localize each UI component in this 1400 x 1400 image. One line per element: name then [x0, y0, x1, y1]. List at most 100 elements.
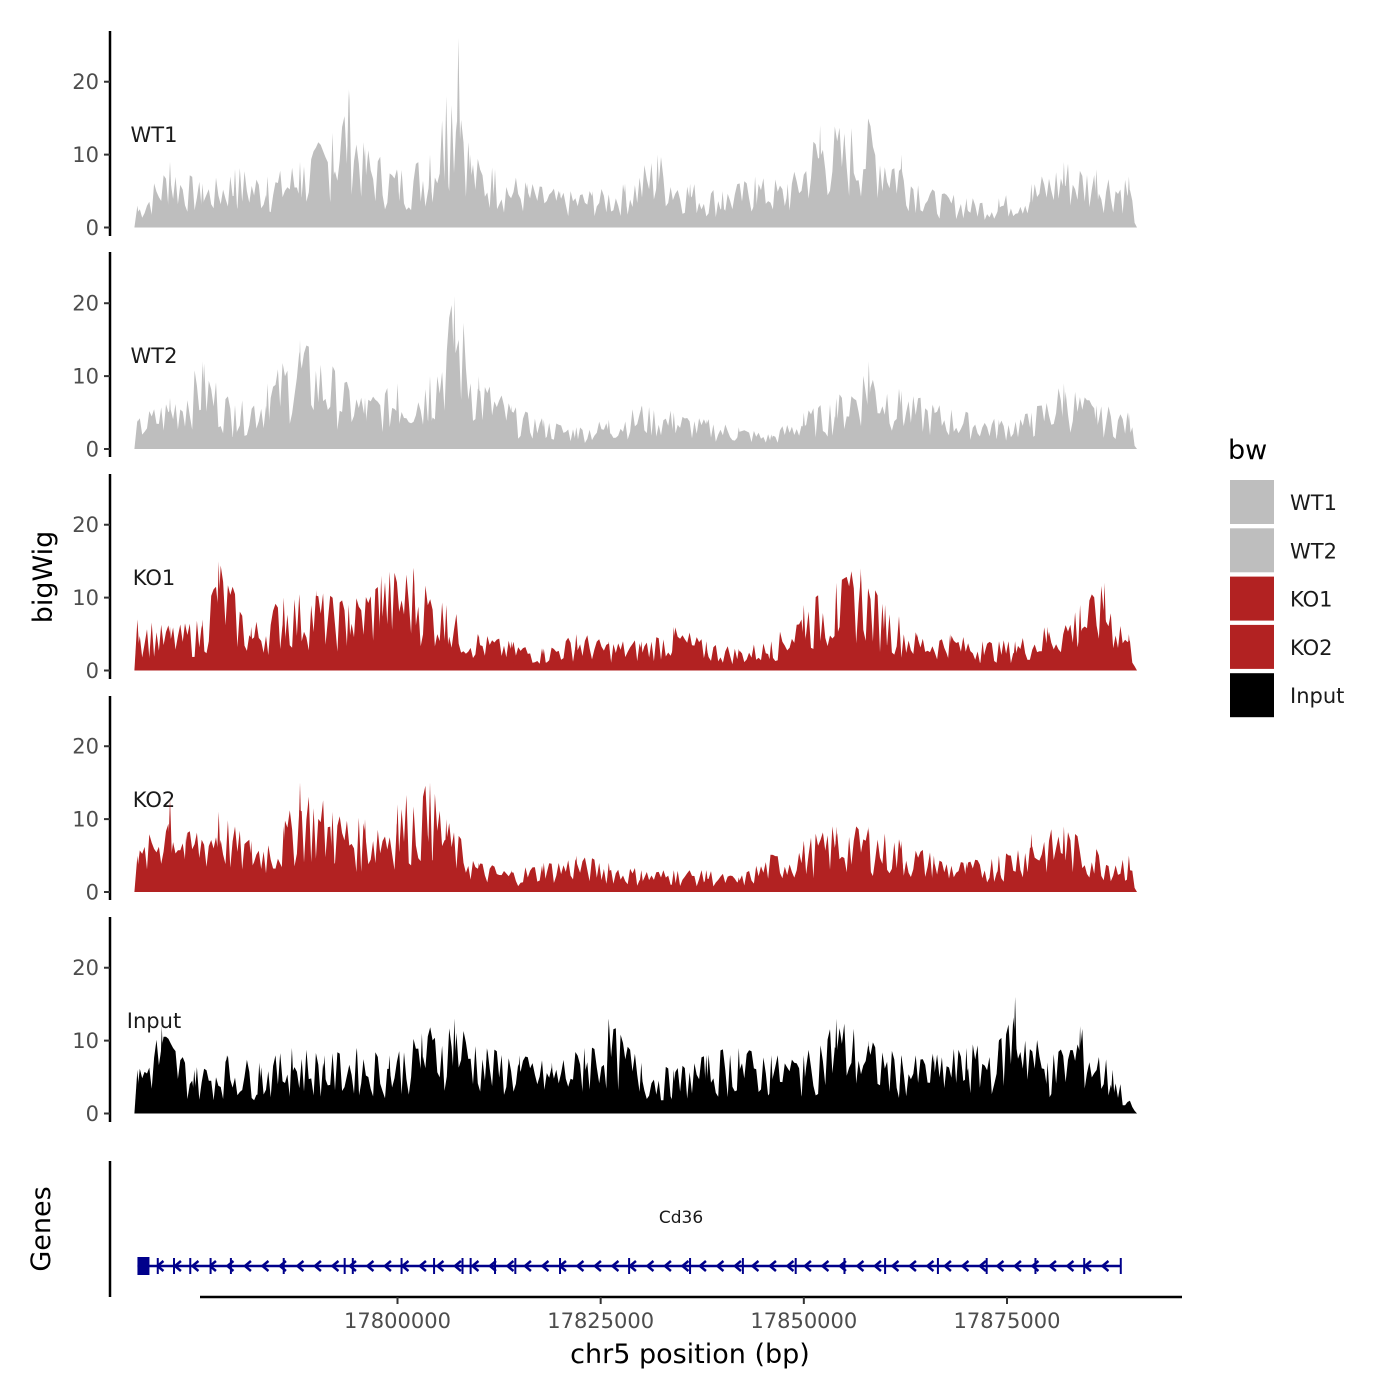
coverage-peak-ko1-7	[345, 604, 352, 671]
coverage-peak-input-8	[386, 1055, 393, 1114]
y-tick-label-wt2-10: 10	[72, 365, 99, 389]
gene-strand-arrow	[382, 1260, 392, 1272]
coverage-peak-wt2-23	[865, 361, 872, 449]
y-tick-label-wt2-0: 0	[86, 438, 99, 462]
coverage-peak-ko1-29	[1044, 626, 1051, 671]
gene-strand-arrow	[627, 1260, 637, 1272]
gene-strand-arrow	[417, 1260, 427, 1272]
coverage-peak-ko1-24	[882, 604, 889, 671]
coverage-peak-ko2-17	[638, 870, 645, 892]
legend-title: bw	[1228, 435, 1267, 466]
legend-swatch-wt2	[1230, 528, 1274, 573]
coverage-peak-wt1-18	[622, 183, 628, 228]
coverage-area-input	[137, 1017, 1137, 1114]
coverage-peak-ko2-23	[833, 826, 840, 892]
coverage-peak-wt2-3	[232, 405, 238, 449]
coverage-peak-wt2-13	[540, 419, 547, 449]
gene-strand-arrow	[400, 1260, 410, 1272]
gene-strand-arrow	[820, 1260, 830, 1272]
coverage-peak-wt2-16	[638, 405, 645, 449]
gene-strand-arrow	[645, 1260, 655, 1272]
gene-strand-arrow	[207, 1260, 217, 1272]
coverage-peak-ko2-21	[768, 855, 775, 892]
gene-strand-arrow	[1012, 1260, 1022, 1272]
coverage-peak-wt1-16	[557, 191, 563, 228]
coverage-peak-ko1-26	[947, 634, 954, 671]
coverage-area-wt1	[137, 90, 1137, 228]
coverage-peak-wt2-25	[930, 405, 937, 449]
coverage-peak-ko1-21	[800, 604, 807, 671]
coverage-peak-ko1-8	[378, 575, 385, 671]
coverage-peak-wt2-8	[394, 383, 401, 449]
coverage-peak-ko1-22	[833, 583, 840, 671]
gene-strand-arrow	[557, 1260, 567, 1272]
coverage-peak-wt2-19	[735, 427, 742, 449]
gene-strand-arrow	[1047, 1260, 1057, 1272]
track-label-ko1: KO1	[133, 566, 176, 590]
coverage-peak-ko2-3	[215, 811, 222, 892]
coverage-peak-input-16	[638, 1062, 645, 1114]
coverage-peak-wt2-20	[768, 434, 775, 449]
coverage-peak-wt2-1	[167, 398, 173, 449]
coverage-peak-wt1-8	[362, 147, 368, 228]
gene-strand-arrow	[697, 1260, 707, 1272]
coverage-peak-wt2-10	[451, 295, 458, 449]
coverage-peak-wt1-20	[687, 183, 694, 228]
coverage-peak-ko1-16	[638, 641, 645, 671]
coverage-peak-input-21	[800, 1055, 807, 1114]
y-axis-title: bigWig	[28, 531, 59, 624]
coverage-peak-ko2-32	[1125, 855, 1132, 892]
coverage-peak-ko2-25	[898, 841, 905, 892]
gene-strand-arrow	[925, 1260, 935, 1272]
coverage-peak-ko1-20	[768, 641, 775, 671]
gene-strand-arrow	[890, 1260, 900, 1272]
gene-strand-arrow	[680, 1260, 690, 1272]
y-tick-label-ko2-20: 20	[72, 735, 99, 759]
coverage-peak-ko1-15	[605, 641, 612, 671]
coverage-peak-ko1-1	[167, 626, 173, 671]
coverage-peak-input-0	[134, 1069, 141, 1114]
gene-strand-arrow	[1082, 1260, 1092, 1272]
coverage-peak-wt1-2	[199, 183, 206, 228]
coverage-peak-ko2-27	[963, 862, 970, 892]
coverage-peak-wt1-15	[524, 183, 531, 228]
coverage-peak-ko1-11	[475, 634, 482, 671]
coverage-area-ko2	[137, 785, 1137, 892]
gene-strand-arrow	[1065, 1260, 1075, 1272]
coverage-peak-input-31	[1109, 1069, 1116, 1114]
coverage-peak-ko1-13	[540, 648, 547, 671]
gene-strand-arrow	[330, 1260, 340, 1272]
coverage-peak-input-9	[418, 1033, 425, 1114]
coverage-area-wt2	[137, 305, 1137, 449]
coverage-peak-wt1-17	[589, 191, 596, 228]
legend-swatch-ko1	[1230, 576, 1274, 621]
gene-strand-arrow	[470, 1260, 480, 1272]
gene-strand-arrow	[260, 1260, 270, 1272]
coverage-peak-ko2-15	[573, 855, 580, 892]
coverage-peak-input-7	[353, 1047, 360, 1114]
gene-strand-arrow	[505, 1260, 515, 1272]
coverage-peak-ko2-22	[800, 841, 807, 892]
gene-strand-arrow	[592, 1260, 602, 1272]
y-tick-label-input-10: 10	[72, 1029, 99, 1053]
coverage-peak-wt1-30	[995, 198, 1002, 228]
coverage-peak-ko2-31	[1093, 848, 1100, 892]
coverage-peak-ko2-13	[508, 870, 515, 892]
coverage-peak-ko2-18	[670, 870, 677, 892]
legend-label-wt2: WT2	[1290, 539, 1337, 563]
coverage-peak-ko2-9	[394, 804, 401, 892]
coverage-peak-wt1-7	[345, 89, 352, 228]
coverage-peak-wt2-2	[199, 361, 206, 449]
coverage-peak-wt1-34	[1125, 176, 1132, 228]
coverage-peak-wt1-26	[865, 118, 872, 228]
coverage-peak-input-10	[451, 1018, 458, 1114]
coverage-peak-ko1-27	[979, 641, 986, 671]
coverage-peak-ko2-4	[248, 841, 255, 892]
coverage-peak-ko2-14	[540, 862, 547, 892]
x-tick-label-17825000: 17825000	[547, 1309, 654, 1333]
coverage-peak-ko1-3	[215, 561, 222, 671]
legend-label-input: Input	[1290, 684, 1344, 708]
gene-strand-arrow	[977, 1260, 987, 1272]
y-tick-label-wt1-20: 20	[72, 70, 99, 94]
coverage-peak-ko2-10	[427, 782, 433, 892]
